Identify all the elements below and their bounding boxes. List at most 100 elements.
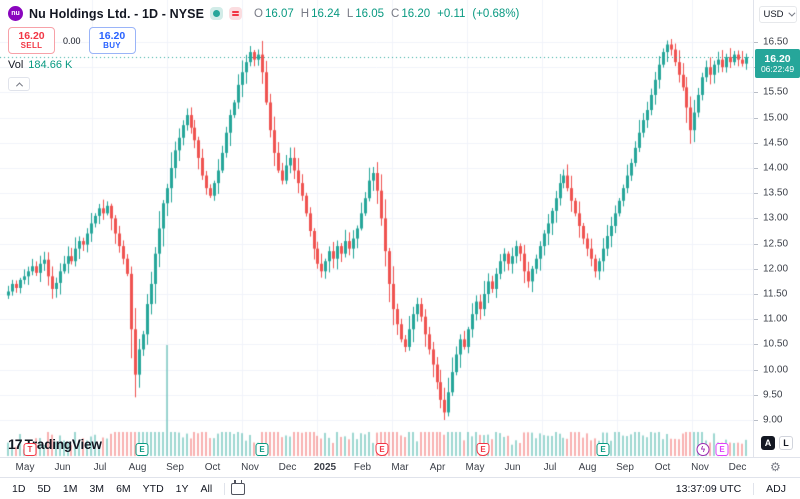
clock-utc[interactable]: 13:37:09 UTC [675, 482, 742, 495]
time-axis-label: Jun [54, 462, 71, 473]
currency-selector[interactable]: USD [759, 6, 797, 23]
toolbar-divider [753, 482, 755, 495]
time-axis-label: Dec [278, 462, 297, 473]
sell-label: SELL [20, 40, 43, 50]
time-axis-label: 2025 [313, 462, 337, 473]
realtime-status-icon[interactable] [210, 7, 224, 20]
timeline-marker-hex[interactable]: E [596, 443, 610, 456]
bottom-toolbar: 1D 5D 1M 3M 6M YTD 1Y All 13:37:09 UTC ADJ [0, 477, 800, 499]
price-axis-label: 13.50 [763, 187, 789, 199]
price-tick [754, 420, 758, 421]
time-axis-label: Feb [353, 462, 372, 473]
price-tick [754, 319, 758, 321]
range-button-1m[interactable]: 1M [62, 482, 78, 495]
time-axis-label: Jul [543, 462, 557, 473]
currency-label: USD [763, 9, 784, 20]
price-axis-label: 12.50 [763, 238, 789, 250]
timeline-marker-shield[interactable]: E [476, 443, 490, 456]
time-axis-label: May [465, 462, 485, 473]
high-value: 16.24 [311, 7, 340, 20]
change-value: +0.11 [437, 7, 466, 20]
gear-icon[interactable]: ⚙ [770, 460, 781, 474]
volume-label: Vol [8, 59, 24, 71]
low-label: L [346, 7, 354, 20]
delayed-data-icon[interactable] [229, 7, 243, 20]
tradingview-logo-text: TradingView [24, 436, 102, 452]
collapse-legend-button[interactable] [8, 77, 30, 91]
price-axis-label: 9.50 [763, 389, 783, 401]
time-axis-label: Nov [691, 462, 709, 473]
range-button-1y[interactable]: 1Y [175, 482, 189, 495]
toolbar-divider [224, 482, 226, 495]
price-axis-label: 15.50 [763, 86, 789, 98]
price-axis-label: 10.00 [763, 364, 789, 376]
symbol-title[interactable]: Nu Holdings Ltd. - 1D - NYSE [29, 6, 205, 21]
price-tick [754, 344, 758, 346]
sell-button[interactable]: 16.20 SELL [8, 27, 55, 54]
price-chart-canvas[interactable] [0, 0, 753, 457]
spread-value: 0.00 [63, 35, 81, 46]
change-percent: (+0.68%) [472, 7, 520, 20]
range-button-3m[interactable]: 3M [89, 482, 105, 495]
buy-label: BUY [103, 40, 121, 50]
price-axis-label: 16.50 [763, 36, 789, 48]
tradingview-logo[interactable]: 17 TradingView [8, 436, 102, 452]
time-axis-label: Sep [616, 462, 634, 473]
price-tick [754, 369, 758, 371]
price-axis-label: 10.50 [763, 338, 789, 350]
price-axis[interactable]: USD 16.5016.0015.5015.0014.5014.0013.501… [753, 0, 800, 457]
timeline-marker-shield[interactable]: E [375, 443, 389, 456]
price-tick [754, 142, 758, 144]
timeline-marker-hex[interactable]: E [135, 443, 149, 456]
last-price-badge: 16.20 06:22:49 [755, 49, 800, 78]
price-tick [754, 218, 758, 220]
last-price-value: 16.20 [764, 52, 791, 65]
price-tick [754, 168, 758, 169]
price-tick [754, 42, 758, 43]
tradingview-mark-icon: 17 [8, 436, 23, 452]
range-button-1d[interactable]: 1D [12, 482, 26, 495]
price-axis-label: 14.50 [763, 137, 789, 149]
timeline-marker-circle[interactable]: ϟ [696, 443, 710, 456]
chevron-down-icon [787, 9, 795, 17]
time-axis-label: Mar [391, 462, 409, 473]
time-axis[interactable]: May Jun Jul Aug Sep Oct Nov Dec 2025 Feb Mar Apr May… [0, 457, 800, 477]
time-axis-label: Aug [578, 462, 597, 473]
sell-price: 16.20 [18, 29, 45, 42]
time-axis-label: Oct [204, 462, 221, 473]
time-axis-label: Dec [728, 462, 747, 473]
price-tick [754, 294, 758, 295]
symbol-logo[interactable]: nu [8, 6, 23, 21]
price-axis-label: 14.00 [763, 162, 789, 174]
low-value: 16.05 [355, 7, 385, 20]
range-button-5d[interactable]: 5D [37, 482, 51, 495]
close-label: C [391, 7, 400, 20]
volume-value: 184.66 K [28, 59, 73, 71]
time-axis-label: Jun [504, 462, 521, 473]
price-tick [754, 92, 758, 94]
time-axis-label: Jul [93, 462, 107, 473]
time-axis-label: Apr [429, 462, 446, 473]
auto-scale-button[interactable]: A [761, 436, 775, 450]
adjust-data-toggle[interactable]: ADJ [766, 482, 786, 495]
timeline-marker-square[interactable]: E [715, 443, 729, 456]
price-tick [754, 193, 758, 195]
chart-legend: nu Nu Holdings Ltd. - 1D - NYSE O 16.07 H… [8, 5, 519, 91]
price-tick [754, 117, 758, 119]
log-scale-button[interactable]: L [779, 436, 793, 450]
price-axis-label: 15.00 [763, 112, 789, 124]
price-axis-label: 12.00 [763, 263, 789, 275]
range-button-ytd[interactable]: YTD [142, 482, 164, 495]
price-tick [754, 268, 758, 270]
ohlc-values: O 16.07 H 16.24 L 16.05 C 16.20 +0.11 (+0.68… [254, 8, 519, 20]
timeline-marker-square[interactable]: T [23, 443, 37, 456]
go-to-date-icon[interactable] [231, 479, 246, 495]
price-axis-label: 11.50 [763, 288, 788, 300]
price-tick [754, 243, 758, 245]
range-button-6m[interactable]: 6M [116, 482, 131, 495]
buy-button[interactable]: 16.20 BUY [88, 27, 136, 54]
chevron-up-icon [15, 81, 23, 89]
timeline-marker-hex[interactable]: E [255, 443, 269, 456]
range-button-all[interactable]: All [200, 482, 213, 495]
